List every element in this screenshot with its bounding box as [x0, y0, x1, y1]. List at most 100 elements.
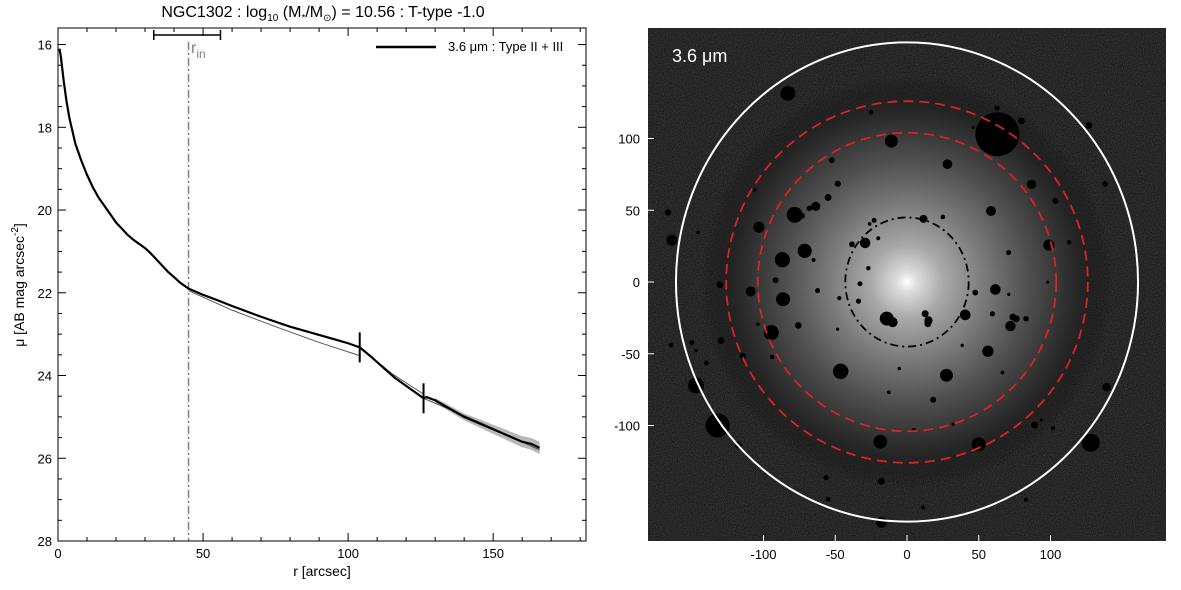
- masked-source: [774, 252, 790, 268]
- masked-source: [886, 390, 891, 395]
- masked-source: [1026, 179, 1037, 189]
- masked-source: [884, 134, 898, 148]
- legend: 3.6 μm : Type II + III: [376, 39, 563, 54]
- masked-source: [873, 434, 888, 449]
- masked-source: [876, 236, 881, 241]
- masked-source: [1067, 239, 1072, 245]
- masked-source: [876, 516, 888, 528]
- masked-source: [828, 157, 835, 163]
- masked-source: [668, 342, 674, 348]
- masked-source: [1046, 280, 1050, 284]
- masked-source: [1018, 117, 1025, 125]
- masked-source: [1039, 418, 1043, 422]
- masked-source: [815, 288, 821, 294]
- masked-source: [786, 206, 803, 223]
- plot-frame: [57, 27, 587, 542]
- masked-source: [940, 214, 946, 220]
- masked-source: [940, 368, 953, 382]
- masked-source: [930, 396, 937, 403]
- image-y-tick-label: -100: [614, 419, 640, 434]
- masked-bright-star: [975, 112, 1020, 157]
- masked-source: [959, 309, 971, 321]
- masked-source: [704, 360, 709, 366]
- band-label: 3.6 μm: [672, 46, 727, 66]
- masked-source: [971, 437, 986, 452]
- masked-source: [806, 205, 813, 212]
- x-tick-label: 50: [196, 546, 210, 561]
- masked-source: [1005, 320, 1016, 332]
- y-tick-label: 24: [38, 369, 52, 384]
- image-x-tick-label: 0: [903, 547, 910, 562]
- image-x-tick-label: -100: [750, 547, 776, 562]
- masked-source: [877, 477, 885, 485]
- masked-source: [823, 475, 829, 481]
- masked-source: [1023, 315, 1029, 322]
- masked-source: [717, 337, 725, 344]
- outer-break-ellipse: [725, 100, 1089, 464]
- y-tick-label: 20: [38, 203, 52, 218]
- x-tick-label: 0: [54, 546, 61, 561]
- masked-source: [836, 327, 840, 331]
- masked-source: [1081, 433, 1100, 452]
- x-tick-label: 150: [482, 546, 504, 561]
- galaxy-image-panel: 3.6 μm -100 -50 0 50 100 100 50 0 -50 -100: [614, 28, 1166, 562]
- masked-source: [951, 422, 955, 426]
- image-y-tick-label: 100: [618, 132, 640, 147]
- masked-source: [971, 125, 975, 130]
- masked-source: [705, 413, 730, 438]
- masked-source: [942, 159, 953, 170]
- masked-source: [994, 105, 1000, 111]
- masked-source: [1085, 122, 1093, 129]
- masked-source: [1102, 181, 1108, 187]
- masked-source: [696, 230, 700, 235]
- masked-source: [960, 343, 964, 348]
- rin-ellipse: [844, 216, 970, 348]
- masked-source: [919, 214, 928, 223]
- masked-source: [811, 201, 821, 211]
- surface-brightness-profile: [58, 48, 541, 449]
- masked-source: [871, 217, 877, 223]
- image-x-tick-label: 50: [972, 547, 986, 562]
- masked-source: [772, 277, 779, 284]
- masked-source: [1102, 382, 1111, 392]
- masked-source: [824, 194, 832, 201]
- masked-source: [837, 296, 842, 301]
- y-tick-label: 18: [38, 120, 52, 135]
- model-fit-segment: [188, 290, 360, 357]
- masked-source: [666, 234, 678, 246]
- masked-source: [972, 289, 979, 296]
- masked-source: [867, 222, 872, 226]
- image-y-tick-label: 50: [626, 203, 640, 218]
- y-tick-label: 16: [38, 38, 52, 53]
- image-y-tick-label: -50: [621, 347, 640, 362]
- masked-source: [770, 354, 775, 360]
- masked-source: [794, 322, 802, 329]
- masked-source: [869, 110, 874, 115]
- image-y-tick-label: 0: [633, 275, 640, 290]
- masked-source: [753, 221, 765, 233]
- masked-source: [887, 317, 898, 328]
- masked-source: [921, 505, 926, 510]
- masked-source: [1006, 250, 1012, 256]
- masked-source: [694, 348, 698, 353]
- surface-brightness-profile-plot: NGC1302 : log10 (M*/M⊙) = 10.56 : T-type…: [10, 4, 587, 579]
- masked-source: [745, 286, 756, 297]
- x-tick-label: 100: [337, 546, 359, 561]
- masked-source: [855, 298, 862, 304]
- galaxy-light: [702, 77, 1112, 487]
- masked-source: [1052, 197, 1059, 204]
- masked-source: [1050, 426, 1056, 431]
- masked-source: [739, 352, 747, 360]
- masked-source: [1007, 292, 1011, 297]
- masked-source: [825, 497, 831, 502]
- legend-label: 3.6 μm : Type II + III: [448, 39, 563, 54]
- y-tick-label: 26: [38, 451, 52, 466]
- image-x-tick-label: -50: [826, 547, 845, 562]
- masked-source: [990, 284, 1001, 295]
- plot-title: NGC1302 : log10 (M*/M⊙) = 10.56 : T-type…: [161, 4, 484, 24]
- masked-source: [1031, 421, 1039, 429]
- masked-source: [849, 241, 855, 248]
- masked-source: [834, 180, 841, 187]
- masked-source: [832, 363, 849, 379]
- masked-source: [989, 311, 995, 317]
